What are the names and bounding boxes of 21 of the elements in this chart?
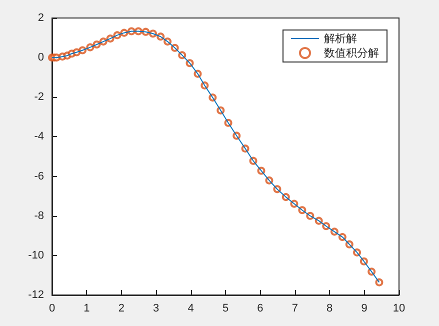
x-tick-label: 6 xyxy=(257,302,264,314)
x-tick-label: 10 xyxy=(392,302,406,314)
y-tick-label: -12 xyxy=(28,289,44,301)
y-tick-label: 2 xyxy=(38,12,44,24)
y-tick-label: -2 xyxy=(34,91,44,104)
x-tick-label: 7 xyxy=(292,302,298,314)
y-tick-label: -6 xyxy=(34,170,44,182)
y-tick-label: -10 xyxy=(28,249,44,262)
legend-label: 数值积分解 xyxy=(324,46,379,60)
x-tick-label: 8 xyxy=(326,302,333,314)
legend-label: 解析解 xyxy=(324,32,357,45)
x-tick-label: 0 xyxy=(48,302,56,314)
x-tick-label: 1 xyxy=(84,302,90,314)
x-tick-label: 9 xyxy=(361,302,368,314)
x-tick-label: 5 xyxy=(222,302,229,314)
y-tick-label: -8 xyxy=(34,210,44,222)
y-tick-label: 0 xyxy=(38,52,44,64)
x-tick-label: 4 xyxy=(188,302,194,314)
y-tick-label: -4 xyxy=(34,130,44,143)
x-tick-label: 2 xyxy=(118,302,124,314)
x-tick-label: 3 xyxy=(153,302,160,314)
